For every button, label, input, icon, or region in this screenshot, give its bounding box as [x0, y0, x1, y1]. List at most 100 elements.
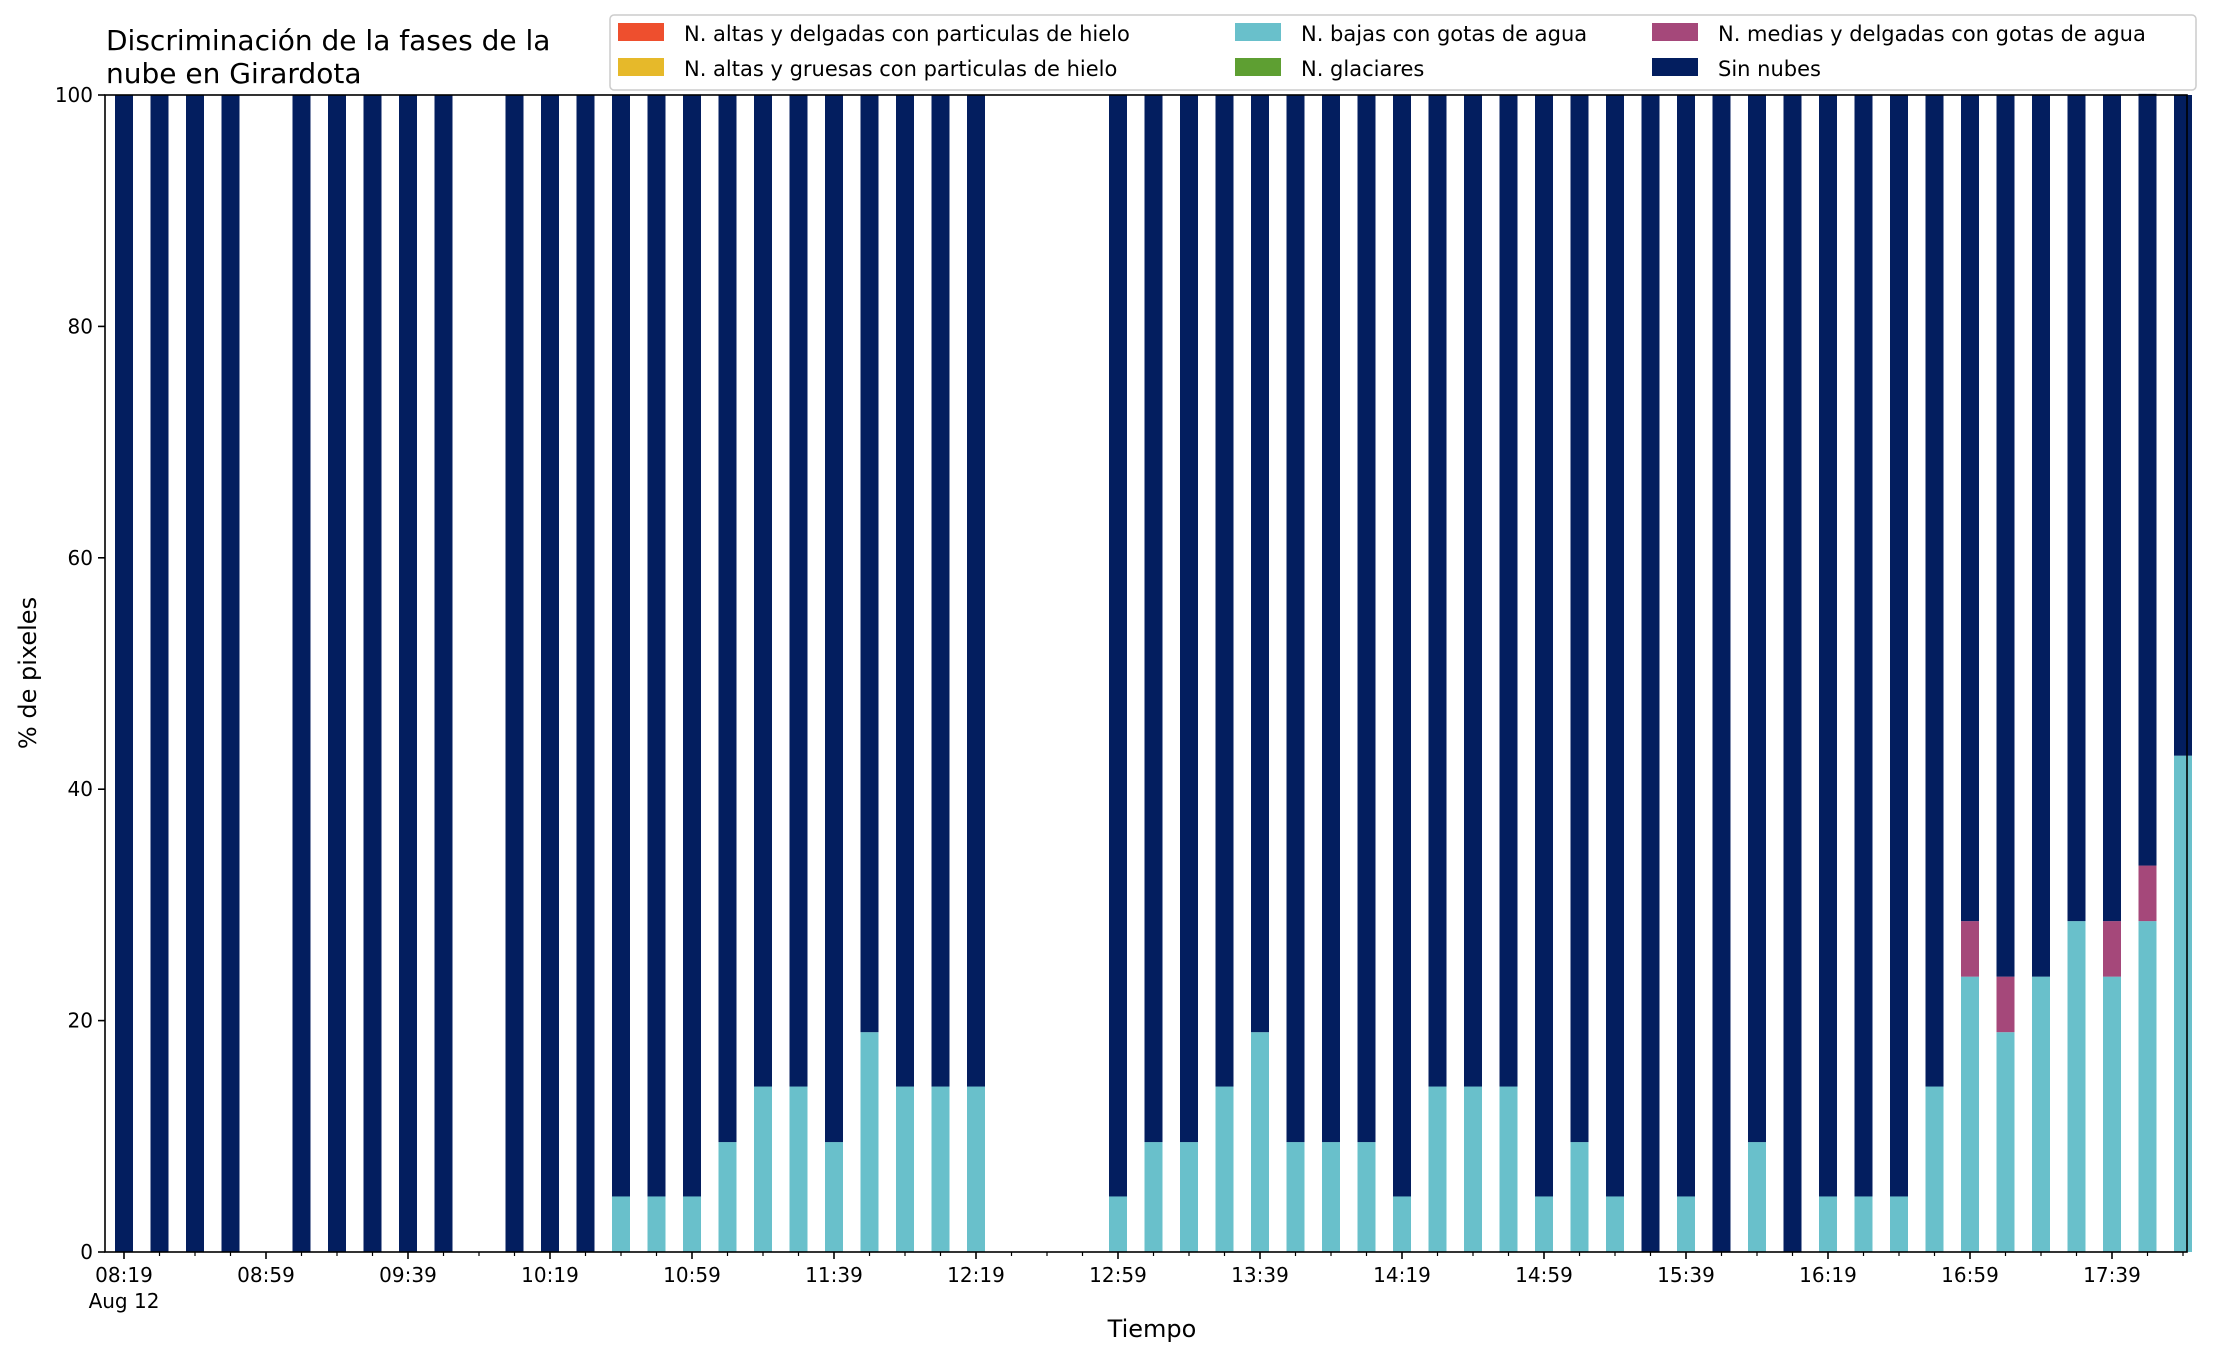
bar-segment-s2-x14 — [612, 1196, 630, 1252]
bar-segment-s5-x48 — [1819, 95, 1837, 1197]
bar-segment-s5-x6 — [328, 95, 346, 1252]
bar-segment-s4-x53 — [1996, 976, 2015, 1033]
bar-segment-s5-x30 — [1180, 95, 1198, 1143]
bar-segment-s2-x48 — [1819, 1196, 1837, 1252]
bar-segment-s5-x13 — [576, 95, 595, 1252]
bar-segment-s5-x42 — [1606, 95, 1624, 1197]
bar-segment-s2-x44 — [1677, 1196, 1695, 1252]
bar-segment-s2-x40 — [1535, 1196, 1553, 1252]
bar-segment-s2-x20 — [825, 1142, 843, 1252]
bar-segment-s2-x30 — [1180, 1142, 1198, 1252]
bar-segment-s2-x23 — [931, 1086, 950, 1252]
y-tick-label-4: 80 — [68, 314, 93, 338]
bar-segment-s5-x16 — [683, 95, 701, 1197]
y-tick-label-5: 100 — [55, 83, 93, 107]
bar-segment-s5-x41 — [1570, 95, 1589, 1143]
x-tick-label-4: 10:59 — [663, 1263, 721, 1287]
bar-segment-s5-x56 — [2103, 95, 2121, 922]
bar-segment-s2-x15 — [647, 1196, 666, 1252]
x-axis-label: Tiempo — [1107, 1315, 1197, 1343]
legend-label-4: N. medias y delgadas con gotas de agua — [1718, 22, 2146, 46]
bar-segment-s2-x38 — [1464, 1086, 1482, 1252]
x-tick-label-14: 17:39 — [2083, 1263, 2141, 1287]
legend-swatch-2 — [1235, 23, 1281, 41]
x-tick-label-11: 15:39 — [1657, 1263, 1715, 1287]
plot-frame — [104, 94, 2188, 1253]
bar-segment-s2-x29 — [1144, 1142, 1163, 1252]
bar-segment-s4-x52 — [1961, 921, 1979, 977]
bar-segment-s5-x5 — [292, 95, 311, 1252]
bar-segment-s2-x21 — [860, 1032, 879, 1252]
bar-segment-s5-x58 — [2174, 95, 2192, 756]
bars-layer — [115, 93, 2192, 1252]
bar-segment-s5-x9 — [434, 95, 453, 1252]
bar-segment-s2-x50 — [1890, 1196, 1908, 1252]
x-tick-label-8: 13:39 — [1231, 1263, 1289, 1287]
legend-label-2: N. bajas con gotas de agua — [1301, 22, 1587, 46]
bar-segment-s5-x44 — [1677, 95, 1695, 1197]
bar-segment-s5-x35 — [1357, 95, 1376, 1143]
bar-segment-s5-x12 — [541, 95, 559, 1252]
bar-segment-s4-x57 — [2138, 865, 2157, 922]
bar-segment-s5-x54 — [2032, 95, 2050, 977]
bar-segment-s5-x51 — [1925, 95, 1944, 1087]
bar-segment-s5-x21 — [860, 95, 879, 1033]
bar-segment-s5-x34 — [1322, 95, 1340, 1143]
bar-segment-s2-x28 — [1109, 1196, 1127, 1252]
bar-segment-s2-x39 — [1499, 1086, 1518, 1252]
legend-frame — [609, 14, 2197, 91]
x-tick-label-10: 14:59 — [1515, 1263, 1573, 1287]
bar-segment-s2-x19 — [789, 1086, 808, 1252]
legend-swatch-5 — [1652, 58, 1698, 76]
y-axis-label: % de pixeles — [14, 597, 42, 749]
legend-label-5: Sin nubes — [1718, 57, 1821, 81]
bar-segment-s2-x49 — [1854, 1196, 1873, 1252]
bar-segment-s5-x3 — [221, 95, 240, 1252]
bar-segment-s5-x53 — [1996, 95, 2015, 977]
bar-segment-s2-x17 — [718, 1142, 737, 1252]
chart-title-line-2: nube en Girardota — [106, 57, 361, 90]
bar-segment-s5-x19 — [789, 95, 808, 1087]
bar-segment-s2-x53 — [1996, 1032, 2015, 1252]
bar-segment-s2-x58 — [2174, 755, 2192, 1252]
x-tick-label-3: 10:19 — [521, 1263, 579, 1287]
bar-segment-s5-x47 — [1783, 95, 1802, 1252]
x-tick-label-13: 16:59 — [1941, 1263, 1999, 1287]
bar-segment-s4-x56 — [2103, 921, 2121, 977]
legend-swatch-0 — [618, 23, 664, 41]
bar-segment-s2-x56 — [2103, 976, 2121, 1252]
x-tick-label-6: 12:19 — [947, 1263, 1005, 1287]
bar-segment-s5-x39 — [1499, 95, 1518, 1087]
y-axis: 0 20 40 60 80 100 — [55, 83, 105, 1264]
bar-segment-s2-x41 — [1570, 1142, 1589, 1252]
bar-segment-s5-x8 — [399, 95, 417, 1252]
bar-segment-s2-x33 — [1286, 1142, 1305, 1252]
bar-segment-s5-x23 — [931, 95, 950, 1087]
x-tick-label-0: 08:19 — [95, 1263, 153, 1287]
bar-segment-s2-x57 — [2138, 921, 2157, 1252]
x-tick-label-9: 14:19 — [1373, 1263, 1431, 1287]
bar-segment-s5-x7 — [363, 95, 382, 1252]
bar-segment-s5-x29 — [1144, 95, 1163, 1143]
x-axis: 08:19 08:59 09:39 10:19 10:59 11:39 12:19 12:59… — [89, 1252, 2184, 1313]
x-tick-label-1: 08:59 — [237, 1263, 295, 1287]
bar-segment-s5-x14 — [612, 95, 630, 1197]
bar-segment-s2-x46 — [1748, 1142, 1766, 1252]
bar-segment-s2-x22 — [896, 1086, 914, 1252]
bar-segment-s5-x22 — [896, 95, 914, 1087]
legend-label-3: N. glaciares — [1301, 57, 1424, 81]
bar-segment-s5-x50 — [1890, 95, 1908, 1197]
y-tick-label-3: 60 — [68, 546, 93, 570]
bar-segment-s2-x31 — [1215, 1086, 1234, 1252]
bar-segment-s2-x32 — [1251, 1032, 1269, 1252]
bar-segment-s5-x24 — [967, 95, 985, 1087]
bar-segment-s5-x33 — [1286, 95, 1305, 1143]
x-tick-sublabel: Aug 12 — [89, 1289, 160, 1313]
bar-segment-s2-x52 — [1961, 976, 1979, 1252]
bar-segment-s5-x57 — [2138, 93, 2157, 866]
legend-swatch-4 — [1652, 23, 1698, 41]
bar-segment-s5-x18 — [754, 95, 772, 1087]
bar-segment-s5-x17 — [718, 95, 737, 1143]
bar-segment-s5-x32 — [1251, 95, 1269, 1033]
